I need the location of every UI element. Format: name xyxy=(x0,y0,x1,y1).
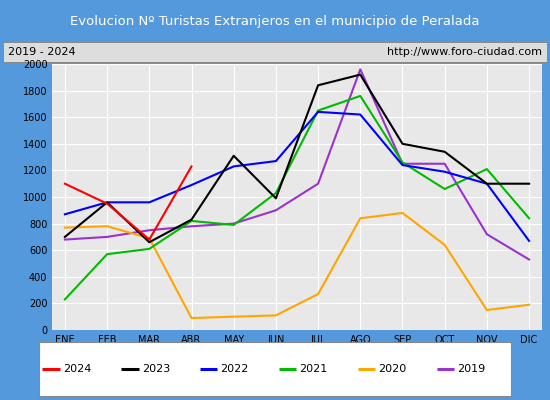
Text: Evolucion Nº Turistas Extranjeros en el municipio de Peralada: Evolucion Nº Turistas Extranjeros en el … xyxy=(70,15,480,28)
Text: 2019 - 2024: 2019 - 2024 xyxy=(8,47,76,57)
Text: 2022: 2022 xyxy=(221,364,249,374)
Text: 2021: 2021 xyxy=(299,364,328,374)
Text: 2019: 2019 xyxy=(457,364,485,374)
Text: 2023: 2023 xyxy=(142,364,170,374)
Text: 2020: 2020 xyxy=(378,364,406,374)
Text: 2024: 2024 xyxy=(63,364,91,374)
Text: http://www.foro-ciudad.com: http://www.foro-ciudad.com xyxy=(387,47,542,57)
